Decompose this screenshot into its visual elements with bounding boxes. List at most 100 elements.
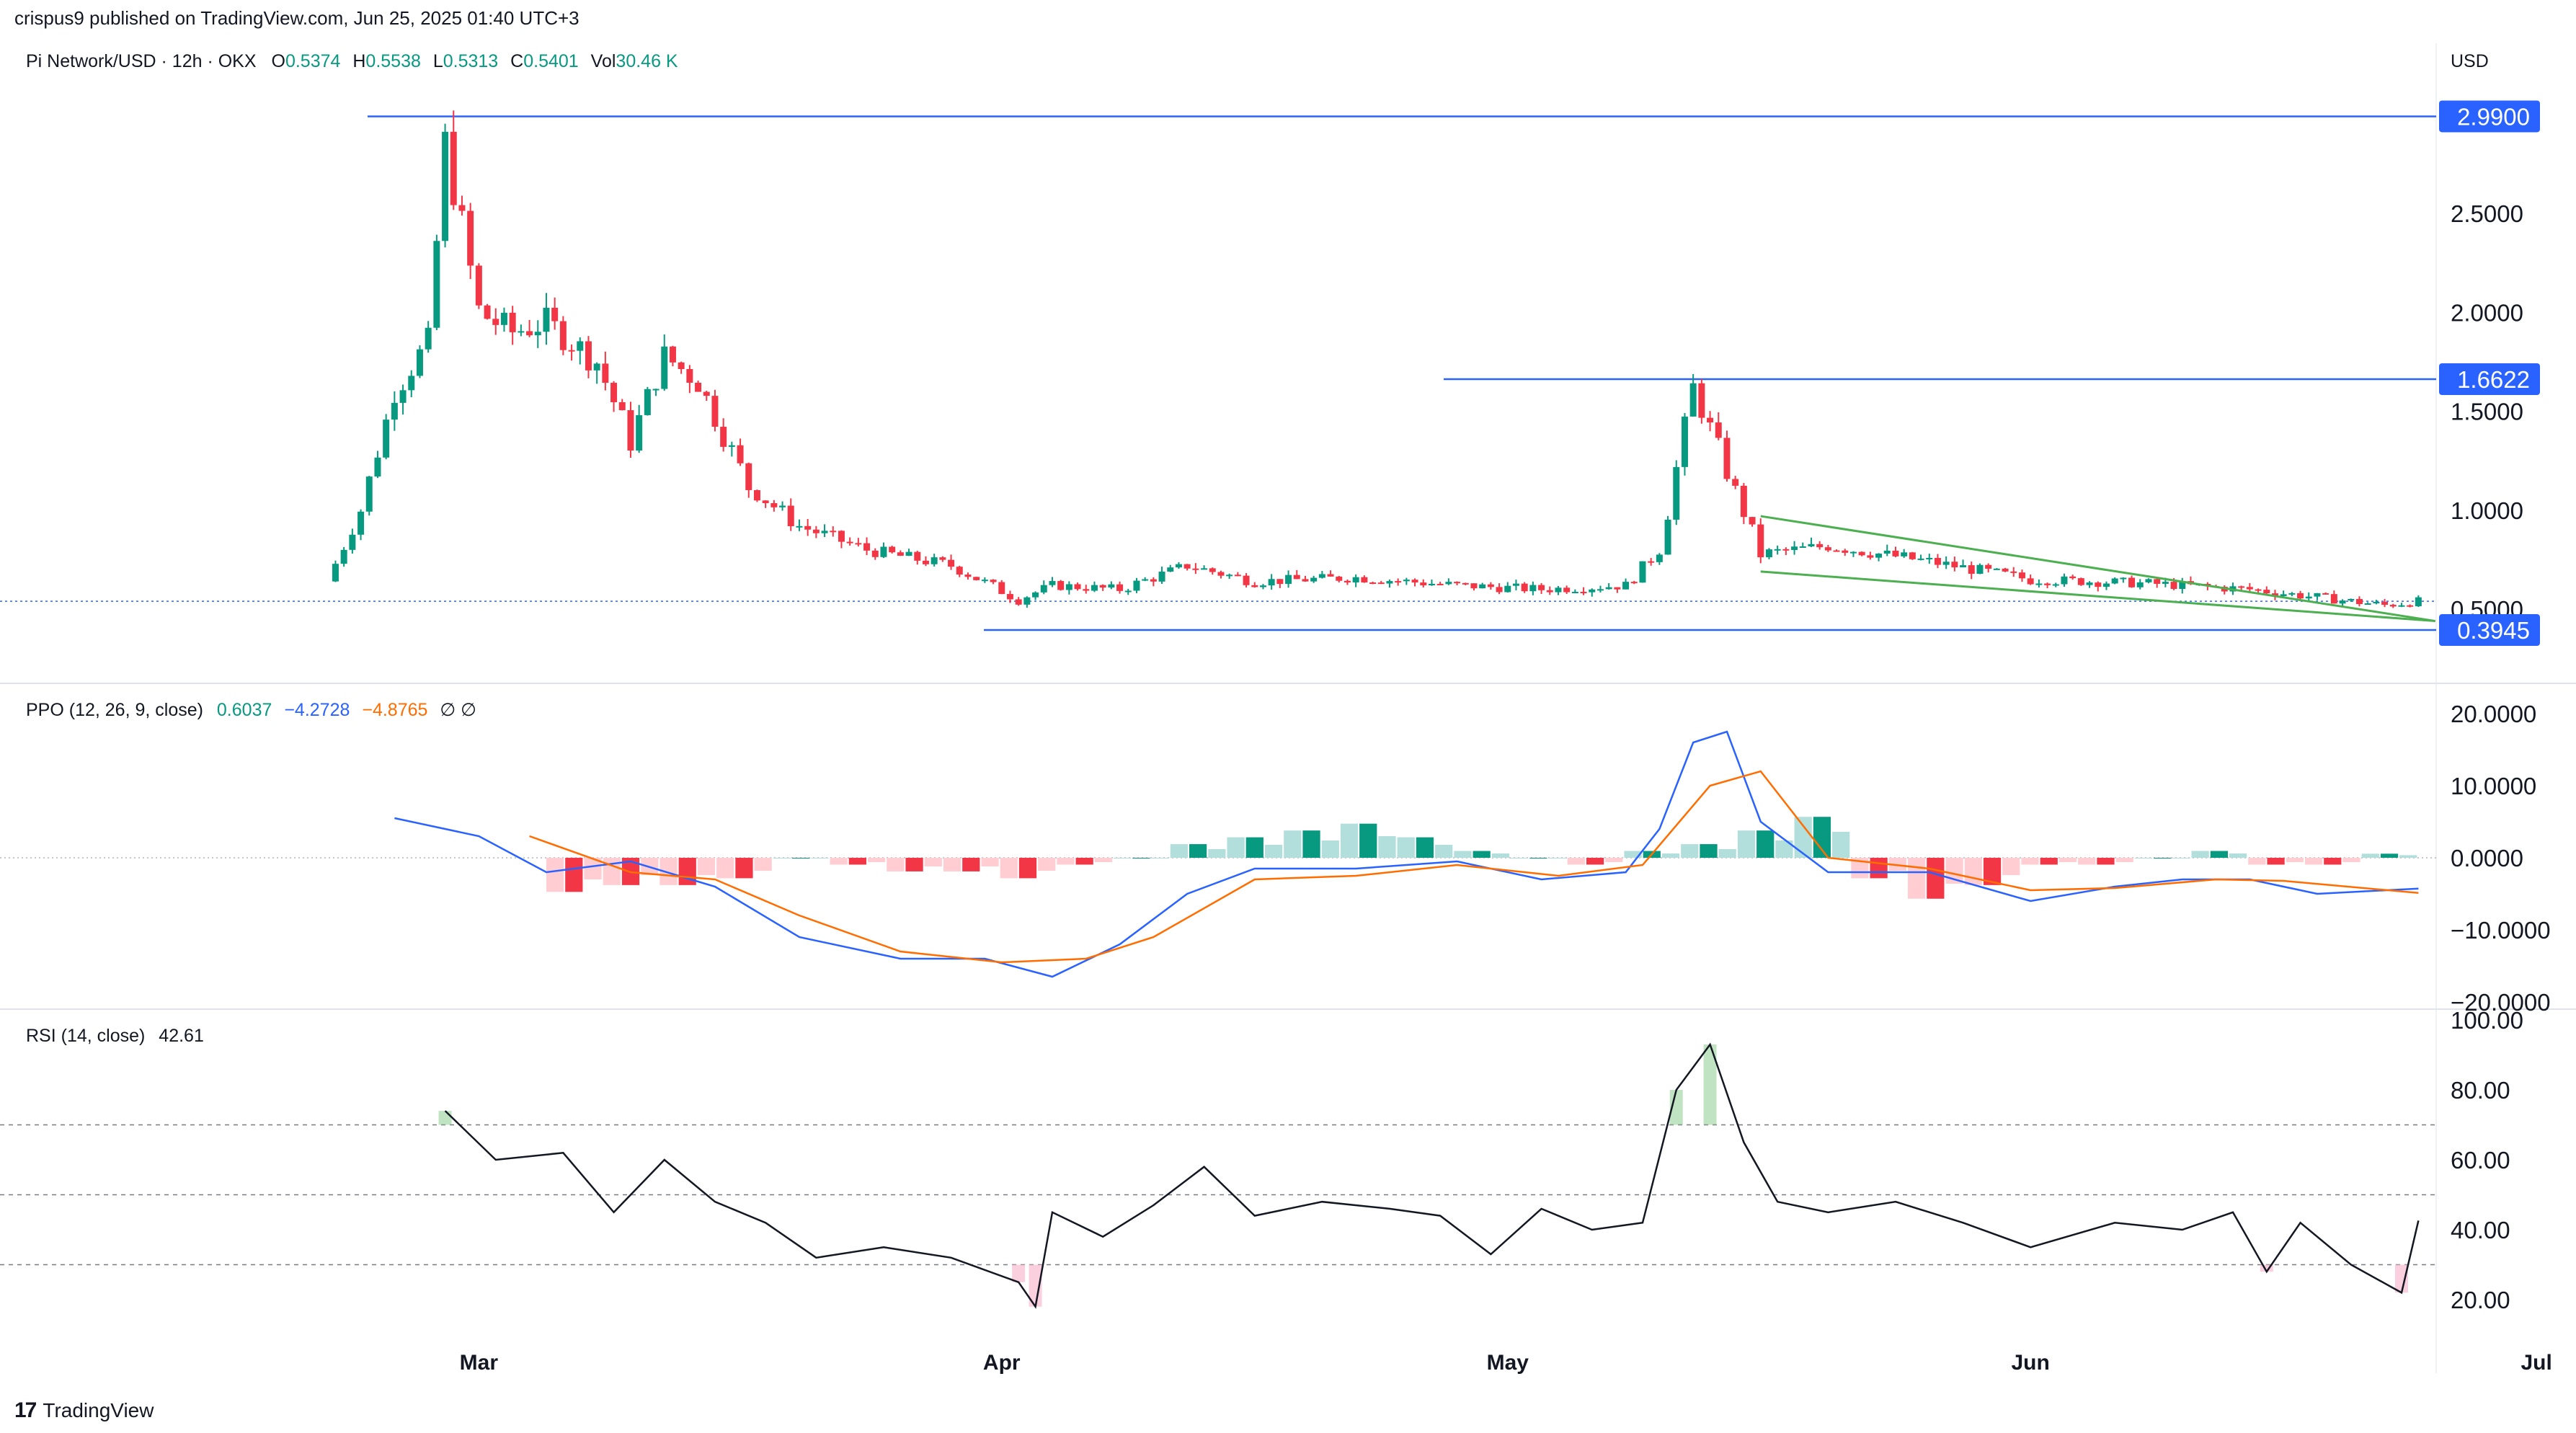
candle-body[interactable] <box>1546 590 1553 593</box>
candle-body[interactable] <box>1563 587 1571 593</box>
candle-body[interactable] <box>1681 416 1688 467</box>
candle-body[interactable] <box>2339 600 2346 604</box>
candle-body[interactable] <box>2086 582 2093 585</box>
candle-body[interactable] <box>1251 585 1258 587</box>
candle-body[interactable] <box>1065 584 1072 590</box>
candle-body[interactable] <box>1183 564 1191 569</box>
candle-body[interactable] <box>2052 584 2059 586</box>
candle-body[interactable] <box>1259 585 1266 587</box>
candle-body[interactable] <box>1015 599 1022 605</box>
candle-body[interactable] <box>1133 580 1140 591</box>
candle-body[interactable] <box>2305 596 2312 599</box>
candle-body[interactable] <box>2061 576 2068 585</box>
candle-body[interactable] <box>349 534 356 550</box>
candle-body[interactable] <box>1875 554 1883 558</box>
price-pane[interactable] <box>0 110 2436 631</box>
candle-body[interactable] <box>1234 574 1241 577</box>
candle-body[interactable] <box>779 505 786 507</box>
candle-body[interactable] <box>686 368 693 383</box>
candle-body[interactable] <box>1226 574 1233 577</box>
candle-body[interactable] <box>1993 568 2000 570</box>
candle-body[interactable] <box>1386 581 1393 584</box>
candle-body[interactable] <box>2280 594 2287 597</box>
candle-body[interactable] <box>340 549 347 564</box>
candle-body[interactable] <box>1656 554 1663 562</box>
candle-body[interactable] <box>1268 579 1275 586</box>
candle-body[interactable] <box>804 525 812 530</box>
candle-body[interactable] <box>1942 562 1950 565</box>
ppo-series-line[interactable] <box>529 770 2419 964</box>
candle-body[interactable] <box>593 363 600 371</box>
candle-body[interactable] <box>2018 572 2025 579</box>
candle-body[interactable] <box>889 546 896 553</box>
candle-body[interactable] <box>1757 524 1764 558</box>
candle-body[interactable] <box>2407 605 2414 607</box>
candle-body[interactable] <box>2348 598 2355 601</box>
candle-body[interactable] <box>2035 583 2043 585</box>
candle-body[interactable] <box>534 332 541 336</box>
candle-body[interactable] <box>1302 579 1309 582</box>
candle-body[interactable] <box>1765 549 1772 558</box>
candle-body[interactable] <box>2355 598 2363 605</box>
candle-body[interactable] <box>1723 438 1731 479</box>
candle-body[interactable] <box>1310 577 1318 582</box>
candle-body[interactable] <box>1858 551 1865 556</box>
candle-body[interactable] <box>492 319 499 325</box>
candle-body[interactable] <box>753 489 760 501</box>
candle-body[interactable] <box>914 551 921 561</box>
candle-body[interactable] <box>1496 587 1503 593</box>
candle-body[interactable] <box>1976 564 1984 574</box>
candle-body[interactable] <box>1420 582 1427 586</box>
candle-body[interactable] <box>2263 590 2270 594</box>
candle-body[interactable] <box>391 402 398 420</box>
candle-body[interactable] <box>745 463 752 490</box>
candle-body[interactable] <box>1901 552 1908 556</box>
candle-body[interactable] <box>1150 579 1157 582</box>
candle-body[interactable] <box>2330 594 2337 604</box>
candle-body[interactable] <box>1209 568 1216 572</box>
candle-body[interactable] <box>1217 572 1225 576</box>
candle-body[interactable] <box>2246 587 2253 590</box>
candle-body[interactable] <box>880 546 887 557</box>
candle-body[interactable] <box>1689 383 1697 417</box>
candle-body[interactable] <box>2288 593 2296 595</box>
candle-body[interactable] <box>2373 601 2380 604</box>
currency-label[interactable]: USD <box>2451 51 2489 71</box>
candle-body[interactable] <box>1580 592 1587 594</box>
candle-body[interactable] <box>627 410 634 451</box>
candle-body[interactable] <box>365 476 373 512</box>
candle-body[interactable] <box>543 307 550 332</box>
candle-body[interactable] <box>1715 422 1722 438</box>
candle-body[interactable] <box>1673 466 1680 520</box>
candle-body[interactable] <box>644 389 651 415</box>
candle-body[interactable] <box>1934 558 1941 565</box>
candle-body[interactable] <box>1343 580 1351 583</box>
candle-body[interactable] <box>1285 574 1292 585</box>
candle-body[interactable] <box>720 427 727 447</box>
candle-body[interactable] <box>1436 583 1444 585</box>
candle-body[interactable] <box>509 312 516 332</box>
candle-body[interactable] <box>1336 576 1343 581</box>
candle-body[interactable] <box>1428 583 1435 586</box>
candle-body[interactable] <box>939 557 946 560</box>
candle-body[interactable] <box>863 543 871 551</box>
candle-body[interactable] <box>357 511 365 535</box>
candle-body[interactable] <box>1023 597 1031 605</box>
candle-body[interactable] <box>922 560 929 564</box>
candle-body[interactable] <box>1892 550 1899 556</box>
candle-body[interactable] <box>2271 593 2278 597</box>
candle-body[interactable] <box>2002 568 2009 572</box>
candle-body[interactable] <box>2381 601 2389 605</box>
candle-body[interactable] <box>1377 582 1385 585</box>
candle-body[interactable] <box>1521 583 1528 592</box>
candle-body[interactable] <box>821 531 828 533</box>
candle-body[interactable] <box>518 331 525 333</box>
candle-body[interactable] <box>905 551 912 556</box>
candle-body[interactable] <box>1327 574 1334 577</box>
candle-body[interactable] <box>1960 565 1967 568</box>
wedge-trendline[interactable] <box>1760 515 2435 623</box>
candle-body[interactable] <box>948 559 955 567</box>
candle-body[interactable] <box>2389 605 2397 607</box>
candle-body[interactable] <box>1099 585 1106 588</box>
candle-body[interactable] <box>770 502 778 507</box>
